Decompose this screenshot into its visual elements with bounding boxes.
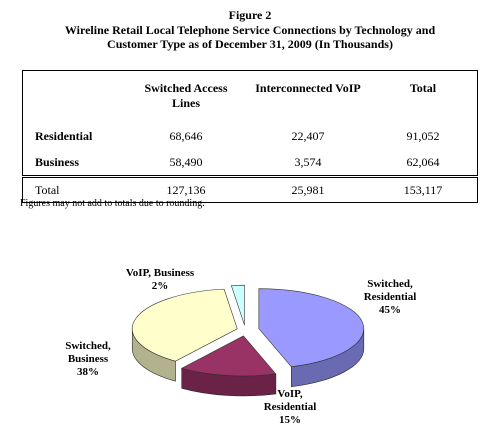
row-label: Total (22, 175, 125, 203)
cell: 153,117 (369, 175, 478, 203)
data-table: Switched Access Lines Interconnected VoI… (22, 70, 478, 203)
cell: 91,052 (406, 128, 440, 143)
slice-label-value: 15% (279, 414, 301, 426)
slice-label-name: VoIP, Residential (263, 388, 317, 413)
header-cell: Interconnected VoIP (255, 81, 361, 95)
slice (230, 284, 245, 326)
slice (180, 335, 277, 377)
slice-label: Switched, Residential 45% (352, 278, 428, 317)
cell: 62,064 (406, 154, 440, 169)
row-label: Residential (35, 128, 93, 143)
slice-side-shade (181, 368, 276, 396)
slice (258, 288, 365, 368)
slice-label: VoIP, Business 2% (110, 267, 210, 293)
header-row: Switched Access Lines Interconnected VoI… (22, 70, 478, 123)
row: Residential 68,646 22,407 91,052 (22, 123, 478, 149)
cell: 22,407 (291, 128, 325, 143)
footnote: Figures may not add to totals due to rou… (20, 198, 205, 209)
row-label: Business (35, 154, 80, 169)
cell: 25,981 (247, 175, 369, 203)
slice-label-value: 38% (77, 366, 99, 378)
row: Business 58,490 3,574 62,064 (22, 149, 478, 177)
slice-side-shade (291, 328, 364, 387)
slice-label-name: Switched, Residential (363, 278, 417, 303)
header-cell: Total (409, 81, 437, 95)
slice-label: Switched, Business 38% (50, 340, 126, 379)
slice-label-value: 2% (151, 280, 169, 292)
figure-title: Wireline Retail Local Telephone Service … (64, 23, 436, 51)
slice-label: VoIP, Residential 15% (250, 388, 330, 427)
figure-label: Figure 2 (228, 8, 272, 22)
cell: 127,136 (125, 175, 247, 203)
slice (131, 288, 238, 362)
cell: 58,490 (169, 154, 203, 169)
slice-label-value: 45% (379, 304, 401, 316)
slice-side-shade (132, 328, 176, 382)
cell: 3,574 (294, 154, 322, 169)
slice-label-name: VoIP, Business (125, 267, 195, 279)
cell: 68,646 (169, 128, 203, 143)
total-row: Total 127,136 25,981 153,117 (22, 175, 478, 203)
header-cell: Switched Access Lines (144, 81, 228, 110)
slice-label-name: Switched, Business (65, 340, 111, 365)
